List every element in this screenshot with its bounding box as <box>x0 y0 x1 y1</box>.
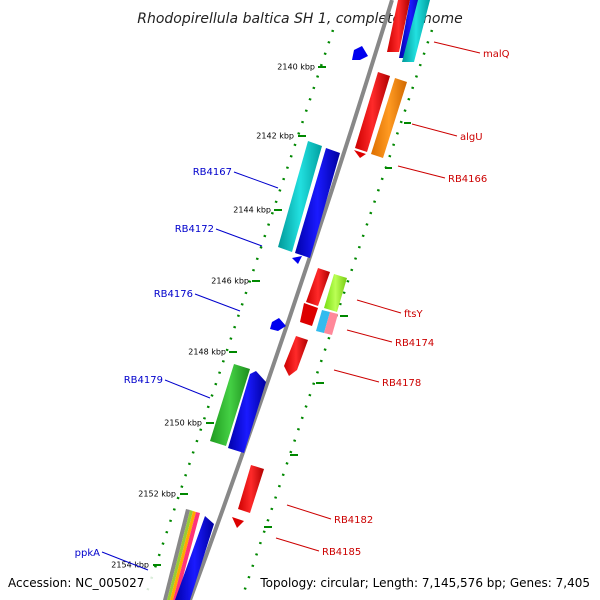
gene-label: RB4178 <box>382 378 421 389</box>
gene-algu <box>371 78 407 158</box>
gene-blue-arrowhead <box>292 256 302 264</box>
forward-strand-genes <box>163 46 368 600</box>
gene-ppka <box>175 516 214 600</box>
gene-label: malQ <box>483 49 510 60</box>
gene-rb4182 <box>238 465 264 513</box>
tick-label: 2144 kbp <box>233 206 271 215</box>
gene-label: RB4174 <box>395 338 434 349</box>
tick-label: 2150 kbp <box>164 419 202 428</box>
gene-rb4174 <box>300 303 318 326</box>
tick-label: 2152 kbp <box>138 490 176 499</box>
tick-label: 2146 kbp <box>211 277 249 286</box>
tick-label: 2140 kbp <box>277 63 315 72</box>
gene-rb4167 <box>278 141 322 252</box>
tick-marks: 2140 kbp 2142 kbp 2144 kbp 2146 kbp 2148… <box>111 63 326 570</box>
gene-rb4176 <box>270 318 286 331</box>
gene-label: RB4172 <box>175 224 214 235</box>
accession-label: Accession: NC_005027 <box>8 576 144 590</box>
gene-pink-strip <box>173 512 200 600</box>
gene-label: RB4185 <box>322 547 361 558</box>
gene-red <box>355 72 390 152</box>
map-title: Rhodopirellula baltica SH 1, complete ge… <box>137 11 463 27</box>
gene-orange-strip <box>170 511 196 600</box>
tick-label: 2148 kbp <box>188 348 226 357</box>
label-leader-lines <box>101 41 481 571</box>
topology-label: Topology: circular; Length: 7,145,576 bp… <box>259 576 590 590</box>
tick-label: 2142 kbp <box>256 132 294 141</box>
gene-rb4179 <box>210 364 250 446</box>
gene-label: RB4179 <box>124 375 163 386</box>
gene-rb4178 <box>284 336 308 376</box>
gene-red-arrowhead <box>354 150 366 158</box>
gene-green-strip <box>167 510 193 600</box>
gene-label: ftsY <box>404 309 423 320</box>
gene-red <box>387 0 410 52</box>
gene-gray <box>163 509 190 600</box>
forward-gene-labels: RB4167 RB4172 RB4176 RB4179 ppkA <box>75 167 232 559</box>
reverse-strand-genes <box>232 0 430 528</box>
gene-label: algU <box>460 132 483 143</box>
gene-label: RB4182 <box>334 515 373 526</box>
gene-blue-small <box>352 46 368 60</box>
right-track-ticks <box>264 122 411 528</box>
gene-label: RB4166 <box>448 174 487 185</box>
gene-rb4172 <box>295 148 340 258</box>
gene-ftsy <box>324 274 347 312</box>
gene-label: RB4167 <box>193 167 232 178</box>
gene-rb4185 <box>232 517 244 528</box>
gene-malq <box>402 0 430 62</box>
gene-label: ppkA <box>75 548 100 559</box>
reverse-gene-labels: malQ algU RB4166 ftsY RB4174 RB4178 RB41… <box>322 49 510 558</box>
tick-label: 2154 kbp <box>111 561 149 570</box>
gene-pink-small <box>324 312 338 335</box>
gene-red <box>306 268 330 306</box>
gene-cyan-small <box>316 310 330 333</box>
gene-label: RB4176 <box>154 289 193 300</box>
gene-blue <box>228 371 266 453</box>
genome-backbone <box>188 0 394 600</box>
